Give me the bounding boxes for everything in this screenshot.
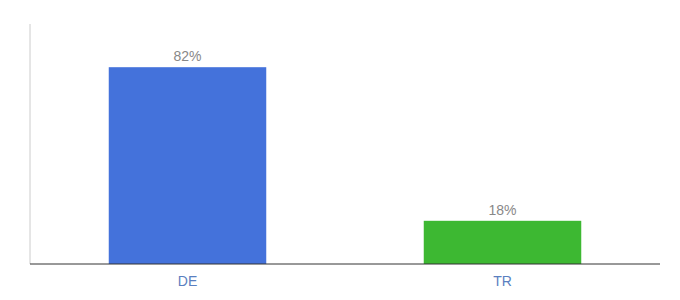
data-label: 18%: [488, 202, 516, 218]
x-tick-label: DE: [178, 273, 197, 289]
x-tick-label: TR: [493, 273, 512, 289]
y-axis-line: [30, 24, 31, 264]
bars: [109, 67, 582, 264]
chart-container: 82% 18% DE TR: [0, 0, 680, 300]
chart-svg: 82% 18% DE TR: [0, 0, 680, 300]
bar: [424, 221, 582, 264]
bar: [109, 67, 267, 264]
x-axis-line: [30, 264, 660, 265]
data-label: 82%: [173, 48, 201, 64]
